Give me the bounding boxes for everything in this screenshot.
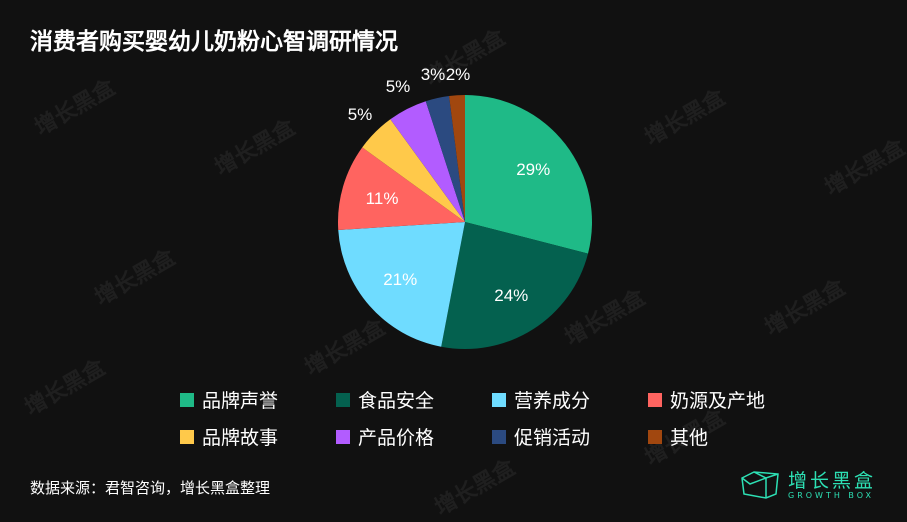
legend-swatch bbox=[492, 392, 506, 407]
legend-label: 奶源及产地 bbox=[670, 390, 766, 412]
chart-title: 消费者购买婴幼儿奶粉心智调研情况 bbox=[30, 29, 398, 55]
pie-slice-7 bbox=[425, 96, 465, 222]
legend-swatch bbox=[492, 429, 506, 444]
box-logo-icon bbox=[741, 471, 779, 499]
legend-label: 营养成分 bbox=[514, 390, 591, 412]
legend-label: 促销活动 bbox=[514, 427, 591, 449]
pie-slice-4 bbox=[338, 147, 465, 230]
legend-item: 奶源及产地 bbox=[648, 386, 808, 413]
data-label: 5% bbox=[348, 105, 373, 124]
legend-item: 营养成分 bbox=[492, 386, 648, 413]
legend-item: 食品安全 bbox=[336, 386, 492, 413]
data-label: 2% bbox=[446, 65, 471, 84]
data-label: 29% bbox=[516, 160, 550, 179]
legend-label: 食品安全 bbox=[358, 390, 435, 412]
pie-slice-2 bbox=[441, 222, 589, 350]
legend-swatch bbox=[648, 429, 662, 444]
legend-swatch bbox=[180, 392, 194, 407]
data-label: 11% bbox=[366, 189, 399, 208]
pie-slice-5 bbox=[362, 119, 465, 222]
pie-chart: 29% 24% 21% 11% 5% 5% 3% 2% bbox=[338, 65, 592, 350]
legend-swatch bbox=[180, 429, 194, 444]
legend-swatch bbox=[336, 392, 350, 407]
legend-label: 产品价格 bbox=[358, 427, 435, 449]
legend-swatch bbox=[336, 429, 350, 444]
logo-en: GROWTH BOX bbox=[788, 490, 875, 500]
watermark: 增长黑盒 bbox=[430, 455, 520, 521]
data-label: 24% bbox=[494, 286, 528, 305]
legend-item: 产品价格 bbox=[336, 423, 492, 450]
pie-slice-8 bbox=[449, 95, 465, 222]
legend: 品牌声誉 食品安全 营养成分 奶源及产地品牌故事 产品价格 促销活动 其他 bbox=[180, 386, 820, 450]
legend-item: 品牌声誉 bbox=[180, 386, 336, 413]
legend-item: 品牌故事 bbox=[180, 423, 336, 450]
legend-label: 品牌故事 bbox=[202, 427, 279, 449]
pie-slice-3 bbox=[338, 222, 465, 347]
data-label: 5% bbox=[386, 77, 411, 96]
data-label: 21% bbox=[383, 270, 417, 289]
logo-cn: 增长黑盒 bbox=[788, 469, 877, 492]
logo: 增长黑盒 GROWTH BOX bbox=[740, 470, 876, 500]
legend-item: 其他 bbox=[648, 423, 808, 450]
legend-label: 品牌声誉 bbox=[202, 390, 279, 412]
pie-slice-1 bbox=[465, 95, 592, 254]
data-label: 3% bbox=[421, 65, 446, 84]
source-note: 数据来源：君智咨询，增长黑盒整理 bbox=[30, 479, 271, 497]
legend-label: 其他 bbox=[670, 427, 709, 449]
legend-swatch bbox=[648, 392, 662, 407]
pie-slice-6 bbox=[390, 101, 465, 222]
legend-item: 促销活动 bbox=[492, 423, 648, 450]
